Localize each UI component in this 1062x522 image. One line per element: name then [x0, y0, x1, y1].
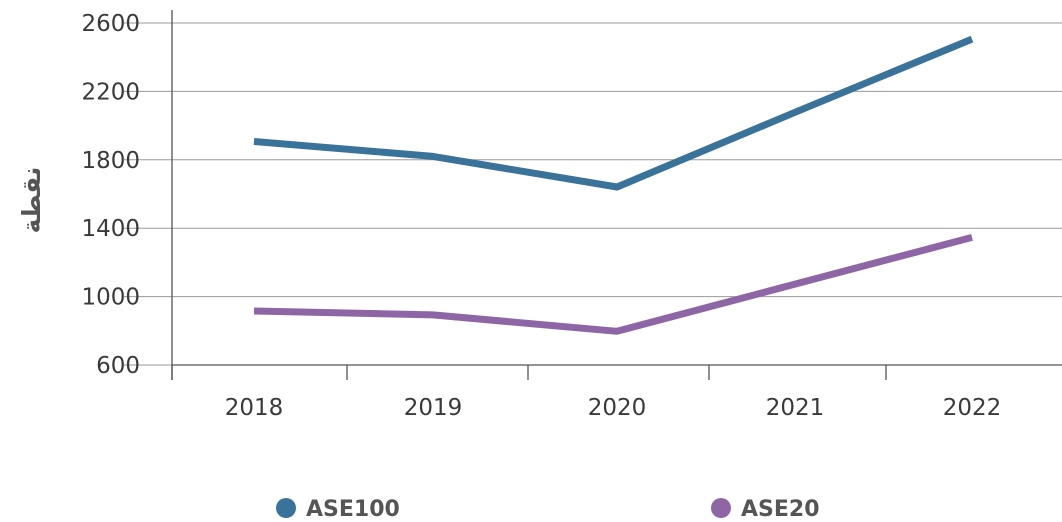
series-line-ase20: [253, 234, 973, 335]
y-tick-label: 2200: [81, 79, 140, 105]
x-tick-label: 2019: [404, 395, 463, 421]
legend-item-ase100: ASE100: [276, 497, 400, 522]
series-lines: [253, 35, 974, 335]
y-axis-label: نقطة: [17, 167, 46, 234]
legend-item-ase20: ASE20: [711, 497, 820, 522]
series-line-ase100: [253, 35, 974, 191]
y-tick-label: 1400: [81, 216, 140, 242]
legend-marker: [711, 498, 731, 518]
legend-label: ASE100: [306, 497, 400, 522]
y-tick-label: 1000: [81, 285, 140, 311]
y-tick-label: 2600: [81, 11, 140, 37]
y-tick-label: 1800: [81, 148, 140, 174]
x-tick-label: 2021: [766, 395, 825, 421]
x-tick-label: 2022: [943, 395, 1002, 421]
x-tick-label: 2020: [588, 395, 647, 421]
y-tick-label: 600: [96, 353, 140, 379]
legend-marker: [276, 498, 296, 518]
legend-label: ASE20: [741, 497, 820, 522]
y-axis-ticks: 600 1000 1400 1800 2200 2600: [81, 11, 140, 379]
x-axis: [171, 364, 1062, 380]
x-tick-label: 2018: [225, 395, 284, 421]
x-axis-ticks: 2018 2019 2020 2021 2022: [225, 395, 1002, 421]
legend: ASE100 ASE20: [276, 497, 820, 522]
